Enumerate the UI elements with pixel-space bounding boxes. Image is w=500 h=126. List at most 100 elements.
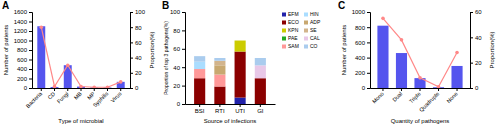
markers <box>39 25 122 88</box>
bar <box>235 40 246 41</box>
legend-label: KPN <box>288 27 299 33</box>
tick: 60 <box>130 40 142 46</box>
tick-mark <box>367 58 370 59</box>
tick-label: Bacteria <box>25 90 44 109</box>
tick-mark <box>81 88 82 91</box>
legend-label: CAL <box>310 35 320 41</box>
bar <box>235 40 246 41</box>
bar-series <box>214 61 225 66</box>
tick: 0 <box>130 85 139 91</box>
bar-series <box>255 65 266 78</box>
legend-label: ECO <box>288 19 299 25</box>
tick: 100 <box>170 9 185 15</box>
tick: Bacteria <box>25 88 44 109</box>
legend-item: SAM <box>282 43 299 49</box>
axis-line <box>471 13 474 89</box>
tick: 40 <box>173 65 185 71</box>
tick-mark <box>130 88 133 89</box>
tick-mark <box>29 50 32 51</box>
tick: 40 <box>470 35 482 41</box>
bar-series <box>194 56 266 65</box>
tick: 0 <box>470 85 479 91</box>
y-axis-title: Number of patients <box>3 25 9 76</box>
tick: 1400 <box>14 19 32 25</box>
tick-mark <box>29 60 32 61</box>
tick-label: 60 <box>135 40 142 46</box>
bar <box>235 98 246 104</box>
tick-label: 0 <box>362 85 366 91</box>
bar <box>214 87 225 104</box>
tick: Mono <box>371 88 385 105</box>
tick-label: 1000 <box>352 9 366 15</box>
tick-mark <box>29 88 32 89</box>
tick-mark <box>219 104 220 107</box>
tick: Triple <box>408 88 422 104</box>
legend-label: ADP <box>310 19 321 25</box>
tick: CD <box>47 88 57 100</box>
tick-label: 200 <box>355 70 366 76</box>
marker <box>119 80 123 84</box>
line <box>41 27 120 87</box>
bar-series <box>194 62 205 69</box>
legend-label: PAE <box>288 35 298 41</box>
legend-item: ADP <box>304 19 321 25</box>
tick-mark <box>182 67 185 68</box>
bar <box>214 75 225 87</box>
bar <box>255 58 266 65</box>
legend-label: SAM <box>288 43 299 49</box>
tick-label: 400 <box>355 55 366 61</box>
tick-mark <box>107 88 108 91</box>
panel: MonoDualTripleQuadrupleNone0200400600800… <box>338 0 495 124</box>
tick-label: 1400 <box>14 19 28 25</box>
tick-label: 200 <box>17 76 28 82</box>
tick-label: 20 <box>475 60 482 66</box>
bar <box>451 66 462 88</box>
bar <box>235 52 246 98</box>
bar <box>235 40 246 41</box>
tick: 800 <box>355 25 370 31</box>
tick-mark <box>199 104 200 107</box>
legend-item: SE <box>304 27 317 33</box>
tick-label: Mono <box>371 91 385 105</box>
tick-mark <box>367 12 370 13</box>
tick-label: 1600 <box>14 9 28 15</box>
tick: 400 <box>17 66 32 72</box>
tick-label: BSI <box>195 108 205 114</box>
panel: BacteriaCDFungiMBMPSyphilisVirus02004006… <box>2 0 155 124</box>
panel-title: A <box>2 0 9 11</box>
legend-swatch <box>282 29 286 33</box>
tick: 200 <box>17 76 32 82</box>
tick-label: 100 <box>170 9 181 15</box>
tick-label: 1200 <box>14 28 28 34</box>
tick-mark <box>29 31 32 32</box>
tick-label: 0 <box>24 85 28 91</box>
tick: 0 <box>24 85 32 91</box>
tick-label: 100 <box>135 9 146 15</box>
tick: Quadruple <box>418 88 440 113</box>
bar <box>214 61 225 66</box>
tick-mark <box>470 37 473 38</box>
axis-line <box>131 13 134 89</box>
tick: 20 <box>173 83 185 89</box>
x-axis-title: Source of infections <box>204 118 257 124</box>
tick-mark <box>130 42 133 43</box>
tick-mark <box>470 88 473 89</box>
axis-line <box>367 13 371 89</box>
tick-mark <box>420 88 421 91</box>
axis: 020406080100 <box>130 9 146 91</box>
tick-mark <box>29 22 32 23</box>
tick-label: 1000 <box>14 38 28 44</box>
bar-series <box>194 52 266 104</box>
bar <box>235 40 246 41</box>
bar <box>235 40 246 41</box>
tick: 1000 <box>352 9 370 15</box>
tick: Syphilis <box>92 88 110 108</box>
marker <box>66 63 70 67</box>
tick-label: 40 <box>135 55 142 61</box>
tick-label: 800 <box>17 47 28 53</box>
chart-canvas: BacteriaCDFungiMBMPSyphilisVirus02004006… <box>0 0 500 126</box>
tick-mark <box>130 58 133 59</box>
tick: 20 <box>130 70 142 76</box>
axis: BacteriaCDFungiMBMPSyphilisVirus <box>25 88 131 109</box>
bar <box>255 78 266 104</box>
